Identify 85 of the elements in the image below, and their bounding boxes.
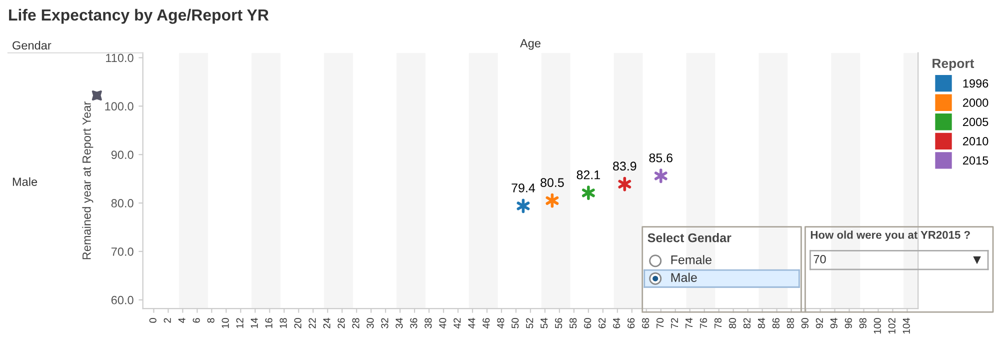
legend-title: Report	[932, 58, 974, 71]
text: Male	[12, 177, 38, 186]
x-tick-label: 62	[598, 318, 606, 328]
annotation: How old were you at YR2015 ?	[810, 230, 970, 242]
y-tick-label: 100.0	[105, 102, 134, 111]
x-tick-label: 22	[308, 318, 316, 328]
point	[546, 193, 559, 208]
x-tick-label: 30	[366, 318, 374, 328]
x-tick-label: 102	[888, 318, 896, 334]
y-axis-title: Remained year at Report Year	[82, 102, 94, 260]
chart-title: Life Expectancy by Age/Report YR	[9, 8, 269, 24]
x-tick-label: 68	[642, 318, 650, 328]
x-tick-label: 104	[902, 318, 910, 334]
data-label: 80.5	[540, 178, 564, 188]
x-tick-label: 46	[482, 318, 490, 329]
y-tick-label: 60.0	[111, 296, 134, 304]
x-tick-label: 24	[323, 318, 330, 328]
point	[516, 198, 530, 214]
x-tick-label: 0	[149, 318, 156, 323]
legend-label: 2015	[962, 156, 988, 165]
x-tick-label: 74	[686, 318, 692, 328]
x-tick-label: 40	[439, 318, 446, 329]
annotation: Select Gendar	[648, 233, 732, 242]
x-tick-label: 90	[801, 318, 808, 328]
x-tick-label: 2	[164, 318, 171, 323]
x-tick-label: 60	[584, 318, 592, 328]
x-tick-label: 4	[178, 318, 186, 323]
data-label: 82.1	[576, 170, 600, 180]
x-tick-label: 82	[743, 318, 751, 328]
legend-label: 2005	[962, 118, 988, 126]
annotation: Male	[671, 272, 697, 282]
x-tick-label: 54	[540, 318, 548, 328]
x-tick-label: 8	[207, 318, 214, 323]
x-tick-label: 12	[236, 318, 244, 328]
x-tick-label: 52	[526, 318, 534, 328]
legend-label: 2000	[962, 98, 988, 107]
y-tick-label: 90.0	[111, 150, 134, 159]
legend-label: 2010	[962, 137, 988, 146]
point	[654, 168, 668, 184]
x-tick-label: 42	[454, 318, 461, 329]
x-tick-label: 20	[294, 318, 302, 328]
x-tick-label: 94	[830, 318, 838, 328]
x-tick-label: 36	[410, 318, 418, 328]
x-tick-label: 16	[265, 318, 272, 328]
x-tick-label: 10	[222, 318, 229, 328]
x-tick-label: 66	[628, 318, 635, 328]
data-label: 85.6	[649, 153, 672, 162]
x-tick-label: 26	[338, 318, 345, 328]
x-axis-title: Age	[520, 39, 540, 50]
x-tick-label: 98	[859, 318, 866, 328]
y-tick-label: 70.0	[111, 247, 134, 256]
x-tick-label: 32	[381, 318, 388, 328]
x-tick-label: 96	[844, 318, 852, 328]
y-tick-label: 80.0	[111, 199, 134, 208]
point	[582, 186, 595, 200]
x-tick-label: 78	[714, 318, 722, 328]
x-tick-label: 92	[816, 318, 823, 328]
x-tick-label: 44	[468, 318, 476, 329]
y-tick-label: 110.0	[106, 54, 134, 62]
legend-label: 1996	[963, 79, 988, 88]
text: Gendar	[12, 40, 52, 50]
x-tick-label: 84	[758, 318, 765, 328]
x-tick-label: 100	[874, 318, 881, 334]
point	[618, 176, 632, 192]
x-tick-label: 18	[280, 318, 287, 328]
x-tick-label: 38	[424, 318, 432, 328]
x-tick-label: 28	[352, 318, 360, 328]
x-tick-label: 14	[250, 318, 258, 328]
x-tick-label: 58	[570, 318, 577, 328]
x-tick-label: 70	[656, 318, 664, 328]
x-tick-label: 34	[396, 318, 403, 328]
x-tick-label: 6	[192, 318, 200, 323]
x-tick-label: 64	[613, 318, 620, 328]
x-tick-label: 48	[497, 318, 504, 329]
x-tick-label: 80	[728, 318, 736, 328]
x-tick-label: 56	[555, 318, 562, 328]
x-tick-label: 76	[700, 318, 708, 328]
data-label: 83.9	[613, 162, 636, 171]
data-label: 79.4	[512, 183, 536, 192]
annotation: 70	[814, 254, 826, 264]
x-tick-label: 86	[772, 318, 780, 328]
annotation: Female	[671, 255, 712, 264]
x-tick-label: 72	[670, 318, 678, 328]
x-tick-label: 50	[512, 318, 519, 328]
x-tick-label: 88	[786, 318, 794, 328]
